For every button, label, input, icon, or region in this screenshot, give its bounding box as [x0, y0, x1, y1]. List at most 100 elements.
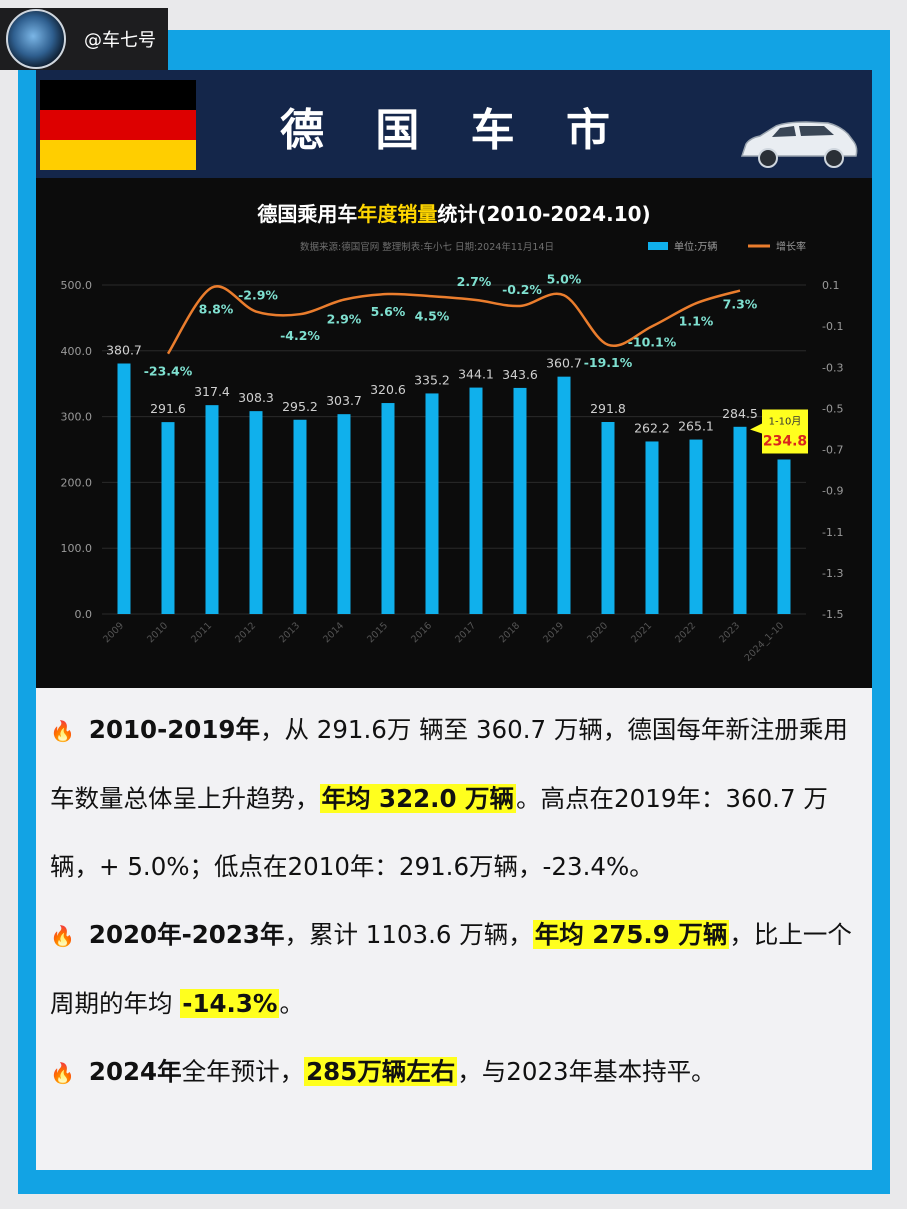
x-tick: 2012 [233, 620, 258, 645]
chart-title-part: 德国乘用车 [257, 202, 357, 226]
growth-label: 2.9% [327, 312, 362, 327]
growth-label: -0.2% [502, 282, 542, 297]
x-tick: 2020 [585, 620, 610, 645]
germany-flag-icon [40, 80, 196, 170]
bar-label: 360.7 [546, 356, 582, 371]
legend-label: 单位:万辆 [674, 240, 717, 253]
x-tick: 2017 [453, 620, 478, 645]
x-tick: 2018 [497, 620, 522, 645]
note-text: 全年预计， [181, 1057, 305, 1086]
bar-label: 284.5 [722, 406, 758, 421]
x-tick: 2023 [717, 620, 742, 645]
notes-section: 🔥 2010-2019年，从 291.6万 辆至 360.7 万辆，德国每年新注册… [50, 696, 870, 1107]
bar [249, 411, 263, 614]
chart-panel: 德国乘用车年度销量统计(2010-2024.10) 数据来源:德国官网 整理制表:… [36, 178, 872, 688]
note-text: ，比上一个周期的年均 [50, 920, 852, 1018]
legend-swatch-bar [648, 242, 668, 250]
y-tick-right: -1.1 [822, 526, 843, 539]
bar-label: 295.2 [282, 399, 318, 414]
x-tick: 2014 [321, 620, 346, 645]
fire-icon: 🔥 [50, 1061, 75, 1085]
bar-label: 303.7 [326, 393, 362, 408]
sales-chart: 德国乘用车年度销量统计(2010-2024.10) 数据来源:德国官网 整理制表:… [61, 202, 844, 664]
growth-label: -23.4% [144, 364, 193, 379]
bar-label: 308.3 [238, 390, 274, 405]
callout-label: 1-10月 [769, 416, 802, 428]
y-tick-right: -0.1 [822, 320, 843, 333]
bar [777, 459, 791, 614]
x-tick: 2013 [277, 620, 302, 645]
bar [733, 426, 747, 614]
bar-label: 262.2 [634, 420, 670, 435]
bar-label: 265.1 [678, 419, 714, 434]
growth-label: -4.2% [280, 328, 320, 343]
legend-label: 增长率 [776, 240, 806, 253]
bar [645, 441, 659, 614]
note-text: ，与2023年基本持平。 [457, 1057, 716, 1086]
note-item: 🔥 2020年-2023年，累计 1103.6 万辆，年均 275.9 万辆，比上… [50, 901, 870, 1038]
bar-label: 343.6 [502, 367, 538, 382]
note-text: 。 [279, 989, 304, 1018]
y-tick-right: -0.7 [822, 444, 843, 457]
car-icon [740, 121, 858, 168]
bar-label: 291.6 [150, 401, 186, 416]
bar [601, 421, 615, 614]
y-tick-right: -0.3 [822, 361, 843, 374]
source-note: 数据来源:德国官网 整理制表:车小七 日期:2024年11月14日 [300, 241, 554, 253]
bar-label: 380.7 [106, 342, 142, 357]
bar [205, 405, 219, 614]
note-highlight: 285万辆左右 [304, 1057, 458, 1086]
callout-pointer [750, 423, 762, 434]
note-highlight: 年均 275.9 万辆 [532, 920, 730, 949]
y-tick-right: -1.3 [822, 567, 843, 580]
x-tick: 2019 [541, 620, 566, 645]
bar [293, 419, 307, 614]
bar [557, 376, 571, 614]
y-tick-right: -0.9 [822, 485, 843, 498]
growth-label: -2.9% [238, 288, 278, 303]
fire-icon: 🔥 [50, 719, 75, 743]
callout-box [762, 409, 808, 454]
y-tick-left: 400.0 [61, 345, 93, 358]
note-highlight: 年均 322.0 万辆 [319, 784, 517, 813]
author-handle[interactable]: @车七号 [0, 8, 168, 70]
x-tick: 2024_1-10 [743, 620, 786, 663]
note-heading: 2024年 [88, 1057, 182, 1086]
chart-title-part: 统计(2010-2024.10) [437, 202, 650, 226]
growth-label: 7.3% [723, 297, 758, 312]
note-item: 🔥 2024年全年预计，285万辆左右，与2023年基本持平。 [50, 1038, 870, 1107]
y-tick-left: 300.0 [61, 411, 93, 424]
bar-label: 335.2 [414, 372, 450, 387]
note-heading: 2020年-2023年 [88, 920, 285, 949]
bar [117, 363, 131, 614]
growth-label: 4.5% [415, 308, 450, 323]
avatar [6, 9, 66, 69]
bar [337, 414, 351, 614]
bar-label: 344.1 [458, 367, 494, 382]
callout-value: 234.8 [763, 434, 807, 450]
x-tick: 2015 [365, 620, 390, 645]
x-tick: 2010 [145, 620, 170, 645]
bar [381, 403, 395, 614]
note-highlight: -14.3% [180, 989, 280, 1018]
chart-title-part: 年度销量 [357, 202, 437, 226]
note-text: ，从 291.6万 辆至 360.7 万辆，德国每年新注册乘用车数量总体呈上升趋… [50, 715, 848, 813]
x-tick: 2022 [673, 620, 698, 645]
x-tick: 2016 [409, 620, 434, 645]
bar [469, 387, 483, 614]
y-tick-right: 0.1 [822, 279, 840, 292]
growth-label: -10.1% [628, 334, 677, 349]
handle-text: @车七号 [84, 30, 156, 51]
bar-label: 317.4 [194, 384, 230, 399]
growth-label: 5.0% [547, 271, 582, 286]
note-heading: 2010-2019年 [88, 715, 260, 744]
y-tick-right: -1.5 [822, 608, 843, 621]
y-tick-left: 100.0 [61, 542, 93, 555]
chart-title: 德国乘用车年度销量统计(2010-2024.10) [257, 202, 650, 226]
growth-label: 5.6% [371, 304, 406, 319]
growth-label: 1.1% [679, 313, 714, 328]
fire-icon: 🔥 [50, 924, 75, 948]
x-tick: 2009 [101, 620, 126, 645]
growth-label: -19.1% [584, 355, 633, 370]
y-tick-left: 0.0 [75, 608, 93, 621]
